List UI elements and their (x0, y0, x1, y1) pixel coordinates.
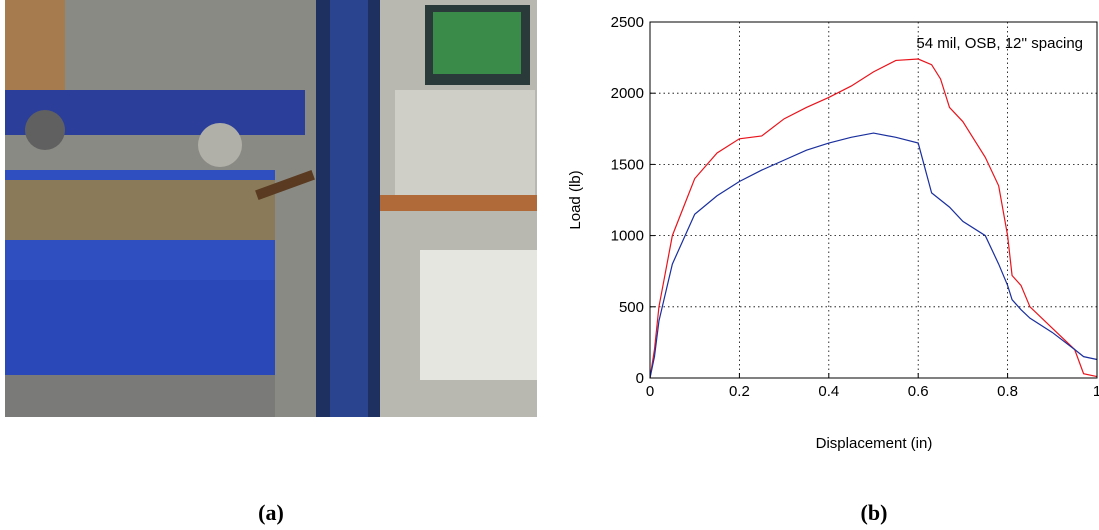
x-axis-label: Displacement (in) (816, 435, 933, 452)
y-tick-label: 1000 (611, 228, 644, 245)
y-axis-label: Load (lb) (567, 170, 584, 229)
caption: (a) (258, 500, 284, 525)
x-tick-label: 1 (1093, 383, 1099, 400)
x-tick-label: 0.6 (908, 383, 929, 400)
x-tick-label: 0.8 (997, 383, 1018, 400)
figure: Displacement (in) Load (lb) (a) (b) 0 0.2… (0, 0, 1099, 525)
x-tick-label: 0.4 (818, 383, 839, 400)
y-tick-label: 2000 (611, 85, 644, 102)
y-tick-label: 0 (636, 370, 644, 387)
plot-area (650, 22, 1097, 378)
y-tick-label: 500 (619, 299, 644, 316)
y-tick-label: 1500 (611, 156, 644, 173)
photo (5, 0, 537, 417)
y-tick-label: 2500 (611, 14, 644, 31)
annotation: 54 mil, OSB, 12'' spacing (916, 35, 1083, 52)
x-tick-label: 0 (646, 383, 654, 400)
x-tick-label: 0.2 (729, 383, 750, 400)
caption: (b) (861, 500, 888, 525)
